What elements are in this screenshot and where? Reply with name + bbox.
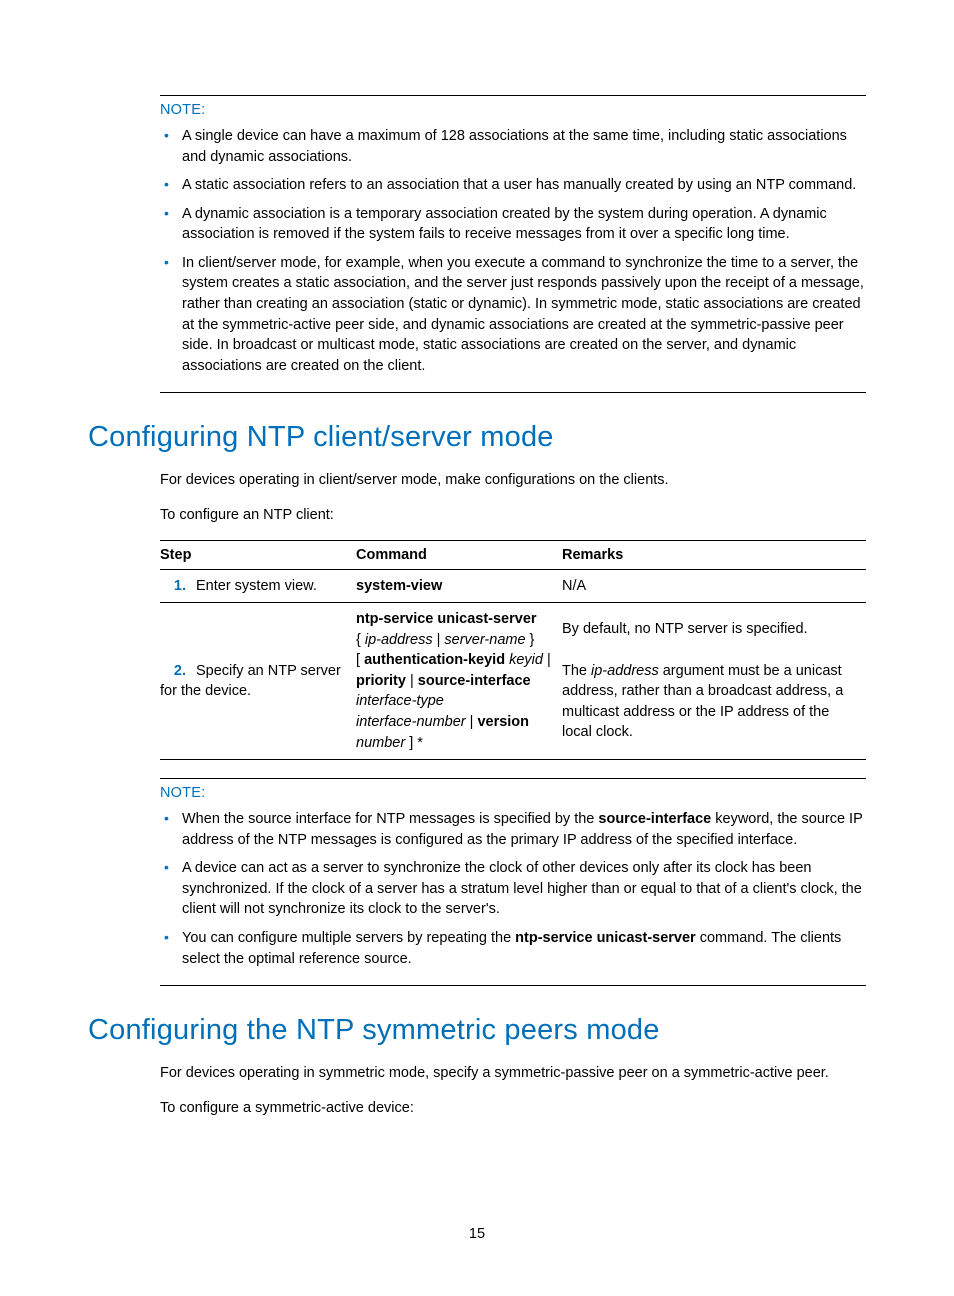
step-number: 1. xyxy=(160,576,186,597)
note-list-1: A single device can have a maximum of 12… xyxy=(160,126,866,376)
note-item: A single device can have a maximum of 12… xyxy=(182,126,864,167)
page-number: 15 xyxy=(0,1226,954,1242)
step-number: 2. xyxy=(160,661,186,682)
note-box-2: NOTE: When the source interface for NTP … xyxy=(160,778,866,986)
command-cell: system-view xyxy=(356,569,562,603)
note-item: A dynamic association is a temporary ass… xyxy=(182,204,864,245)
heading-symmetric-peers-mode: Configuring the NTP symmetric peers mode xyxy=(88,1014,866,1047)
note-list-2: When the source interface for NTP messag… xyxy=(160,809,866,969)
note-item: You can configure multiple servers by re… xyxy=(182,928,864,969)
table-header-step: Step xyxy=(160,540,356,569)
command-table-1: Step Command Remarks 1. Enter system view… xyxy=(160,540,866,761)
command-cell: ntp-service unicast-server{ ip-address |… xyxy=(356,603,562,760)
body-text: To configure a symmetric-active device: xyxy=(160,1098,866,1119)
remarks-cell: N/A xyxy=(562,569,866,603)
body-text: For devices operating in client/server m… xyxy=(160,470,866,491)
page: NOTE: A single device can have a maximum… xyxy=(0,0,954,1296)
step-cell: 1. Enter system view. xyxy=(160,569,356,603)
note-item: When the source interface for NTP messag… xyxy=(182,809,864,850)
note-item: In client/server mode, for example, when… xyxy=(182,253,864,376)
step-text: Specify an NTP server for the device. xyxy=(160,663,341,700)
note-box-1: NOTE: A single device can have a maximum… xyxy=(160,95,866,393)
body-text: For devices operating in symmetric mode,… xyxy=(160,1063,866,1084)
body-text: To configure an NTP client: xyxy=(160,505,866,526)
note-item: A device can act as a server to synchron… xyxy=(182,858,864,920)
step-text: Enter system view. xyxy=(196,578,317,594)
note-item: A static association refers to an associ… xyxy=(182,175,864,196)
table-header-remarks: Remarks xyxy=(562,540,866,569)
remarks-cell: By default, no NTP server is specified.T… xyxy=(562,603,866,760)
note-label: NOTE: xyxy=(160,785,866,801)
table-row: 2.Specify an NTP server for the device. … xyxy=(160,603,866,760)
note-label: NOTE: xyxy=(160,102,866,118)
heading-client-server-mode: Configuring NTP client/server mode xyxy=(88,421,866,454)
table-row: 1. Enter system view. system-view N/A xyxy=(160,569,866,603)
table-header-command: Command xyxy=(356,540,562,569)
step-cell: 2.Specify an NTP server for the device. xyxy=(160,603,356,760)
